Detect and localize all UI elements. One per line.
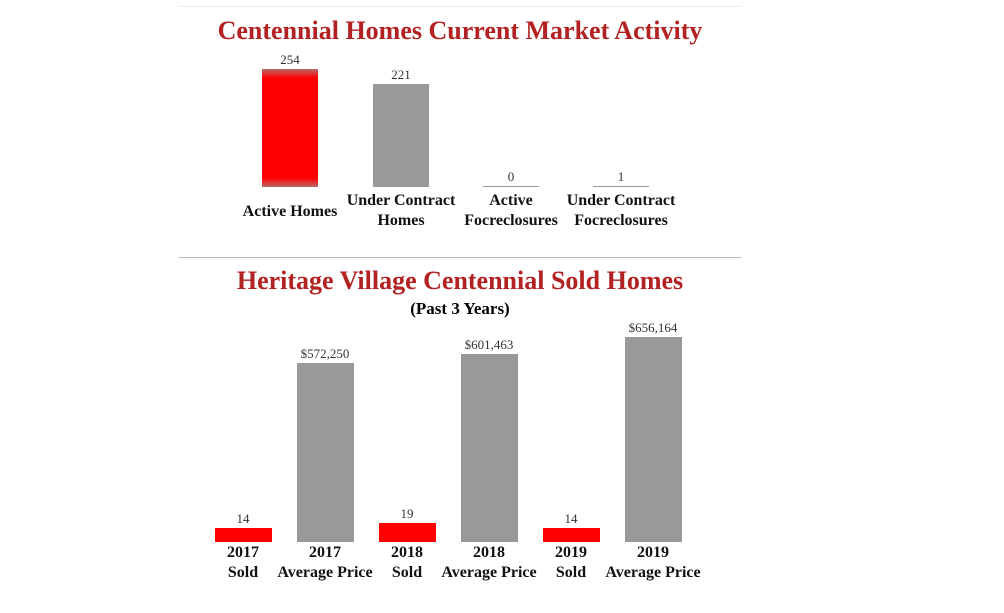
top-divider bbox=[178, 6, 742, 7]
category-line-3-1: Focreclosures bbox=[574, 212, 668, 229]
category-line-3-1: Average Price bbox=[441, 564, 537, 581]
bar-2 bbox=[483, 186, 539, 187]
category-line-3-0: Under Contract bbox=[566, 192, 676, 209]
category-line-0-0: Active Homes bbox=[242, 203, 338, 220]
category-line-2-0: Active bbox=[489, 192, 533, 209]
category-line-5-0: 2019 bbox=[637, 544, 669, 561]
bar-0 bbox=[262, 69, 318, 187]
category-line-1-0: Under Contract bbox=[346, 192, 456, 209]
category-line-5-1: Average Price bbox=[605, 564, 701, 581]
category-label-0: Active Homes bbox=[220, 202, 360, 222]
category-line-0-0: 2017 bbox=[227, 544, 259, 561]
category-label-2: Active Focreclosures bbox=[441, 191, 581, 231]
category-line-2-1: Focreclosures bbox=[464, 212, 558, 229]
value-label-1: $572,250 bbox=[300, 346, 350, 361]
bar-1 bbox=[296, 363, 354, 542]
bar-3 bbox=[593, 186, 649, 187]
value-label-0: 14 bbox=[236, 511, 250, 526]
category-line-4-1: Sold bbox=[555, 564, 587, 581]
value-label-3: $601,463 bbox=[464, 337, 514, 352]
category-label-2: 2018 Sold bbox=[337, 543, 477, 583]
category-label-1: Under Contract Homes bbox=[331, 191, 471, 231]
market-activity-title: Centennial Homes Current Market Activity bbox=[217, 16, 703, 45]
category-label-5: 2019 Average Price bbox=[583, 543, 723, 583]
category-line-1-1: Homes bbox=[377, 212, 425, 229]
bar-5 bbox=[624, 337, 682, 542]
sold-homes-title: Heritage Village Centennial Sold Homes bbox=[236, 266, 684, 295]
bar-0 bbox=[214, 528, 272, 542]
category-line-1-1: Average Price bbox=[277, 564, 373, 581]
category-line-1-0: 2017 bbox=[309, 544, 341, 561]
category-line-2-0: 2018 bbox=[391, 544, 423, 561]
bar-2 bbox=[378, 523, 436, 542]
value-label-2: 0 bbox=[507, 169, 515, 184]
bar-3 bbox=[460, 354, 518, 542]
category-line-0-1: Sold bbox=[227, 564, 259, 581]
category-label-1: 2017 Average Price bbox=[255, 543, 395, 583]
bar-1 bbox=[373, 84, 429, 187]
value-label-2: 19 bbox=[400, 506, 414, 521]
value-label-1: 221 bbox=[391, 67, 411, 82]
section-divider bbox=[178, 257, 742, 258]
value-label-4: 14 bbox=[564, 511, 578, 526]
bar-4 bbox=[542, 528, 600, 542]
value-label-3: 1 bbox=[617, 169, 625, 184]
category-label-3: 2018 Average Price bbox=[419, 543, 559, 583]
category-label-4: 2019 Sold bbox=[501, 543, 641, 583]
sold-homes-subtitle: (Past 3 Years) bbox=[410, 299, 510, 318]
category-label-0: 2017 Sold bbox=[173, 543, 313, 583]
value-label-5: $656,164 bbox=[628, 320, 678, 335]
value-label-0: 254 bbox=[280, 52, 300, 67]
category-line-2-1: Sold bbox=[391, 564, 423, 581]
category-label-3: Under Contract Focreclosures bbox=[551, 191, 691, 231]
category-line-4-0: 2019 bbox=[555, 544, 587, 561]
category-line-3-0: 2018 bbox=[473, 544, 505, 561]
